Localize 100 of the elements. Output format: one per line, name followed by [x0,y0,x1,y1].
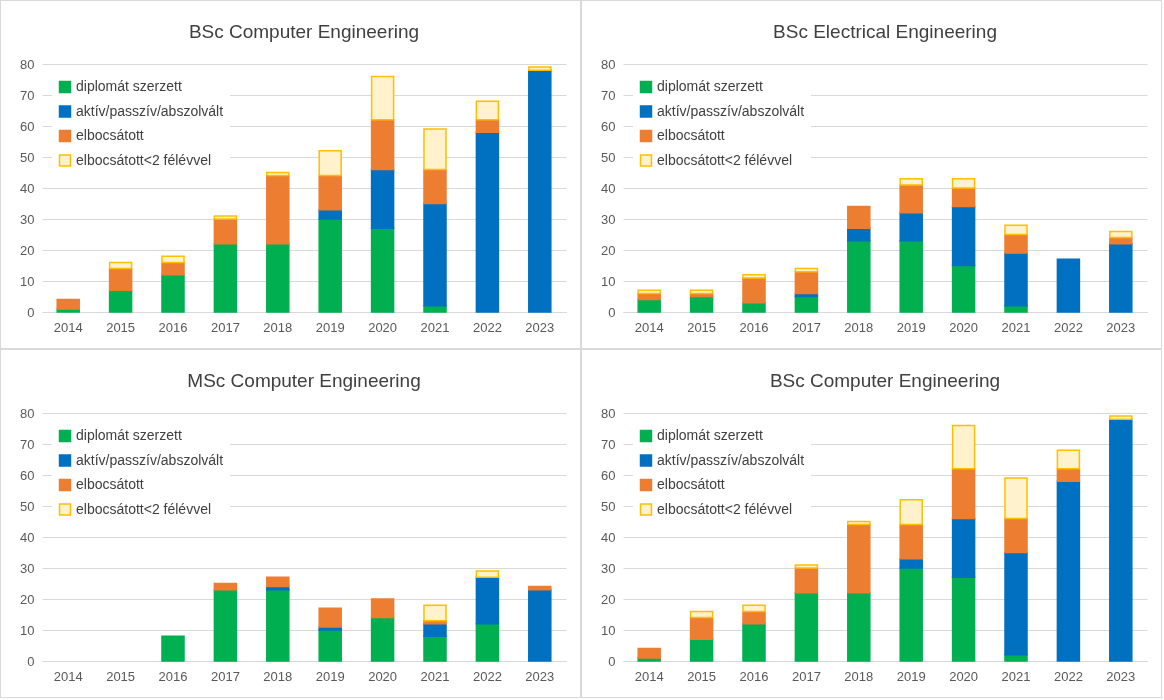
bar [1004,252,1028,307]
bar [370,168,395,230]
bar [951,576,976,662]
x-tick-label: 2018 [844,319,874,335]
legend-label: aktív/passzív/abszolvált [657,102,805,119]
x-tick-label: 2022 [472,319,502,335]
bar [847,520,871,526]
bar [423,619,447,625]
x-tick-label: 2014 [634,668,664,684]
bar [161,274,185,313]
bar [213,243,238,313]
x-tick-label: 2020 [949,668,979,684]
y-tick-label: 70 [601,87,616,103]
y-tick-label: 50 [20,498,35,514]
y-tick-label: 50 [601,498,616,514]
y-tick-label: 80 [601,405,616,421]
x-tick-label: 2017 [210,668,240,684]
y-tick-label: 80 [601,56,616,72]
bar [1004,551,1028,656]
bar [475,576,500,625]
bar [266,588,290,662]
bar [266,243,290,313]
y-tick-label: 70 [20,87,35,103]
x-tick-label: 2023 [525,668,555,684]
bar [528,66,552,71]
y-tick-label: 0 [608,653,616,669]
y-tick-label: 70 [601,436,616,452]
y-tick-label: 0 [27,653,35,669]
bar [1109,243,1133,313]
bar [370,598,395,619]
bar [475,131,500,313]
bar [794,567,819,594]
x-tick-label: 2014 [53,319,83,335]
x-tick-label: 2015 [687,319,717,335]
bar [370,119,395,171]
bar [318,607,342,628]
chart-title: BSc Computer Engineering [769,370,1001,391]
y-tick-label: 0 [27,304,35,320]
y-tick-label: 80 [20,56,35,72]
bar [1004,224,1028,236]
bar [1056,480,1081,662]
x-tick-label: 2021 [1001,319,1031,335]
x-tick-label: 2014 [53,668,83,684]
y-tick-label: 70 [20,436,35,452]
y-tick-label: 20 [20,591,35,607]
legend-label: aktív/passzív/abszolvált [76,451,224,468]
bar [899,177,923,186]
x-tick-label: 2017 [210,319,240,335]
bar [213,582,238,591]
y-tick-label: 60 [601,467,616,483]
bar [637,298,661,313]
x-tick-label: 2018 [844,668,874,684]
bar [318,174,342,211]
bar [108,261,133,270]
bar [689,638,714,662]
legend-label: elbocsátott [657,476,725,492]
bar [951,517,976,579]
bar [637,647,661,659]
y-tick-label: 20 [601,591,616,607]
x-tick-label: 2018 [263,319,293,335]
x-tick-label: 2019 [315,319,345,335]
bar [742,604,766,613]
y-tick-label: 40 [601,529,616,545]
legend-label: elbocsátott [657,127,725,143]
y-tick-label: 30 [601,560,616,576]
x-tick-label: 2023 [1106,668,1136,684]
bar [1109,415,1133,420]
bar [899,557,923,569]
bar [899,212,923,242]
y-tick-label: 10 [601,622,616,638]
x-tick-label: 2015 [106,668,136,684]
legend-label: aktív/passzív/abszolvált [76,102,224,119]
bar [742,277,766,304]
x-tick-label: 2018 [263,668,293,684]
y-tick-label: 40 [20,529,35,545]
bar [794,564,819,569]
bar [951,264,976,313]
bar [423,604,447,622]
bar [847,523,871,594]
legend-label: diplomát szerzett [76,427,182,443]
bar [689,295,714,313]
x-tick-label: 2017 [791,319,821,335]
bar [1109,236,1133,245]
bar [1004,477,1028,520]
y-tick-label: 10 [20,273,35,289]
x-tick-label: 2022 [1053,319,1083,335]
y-tick-label: 0 [608,304,616,320]
y-tick-label: 60 [20,118,35,134]
x-tick-label: 2021 [420,668,450,684]
bar [318,218,342,313]
x-tick-label: 2016 [158,668,188,684]
x-tick-label: 2023 [525,319,555,335]
legend-label: diplomát szerzett [657,78,763,94]
bar [423,635,447,662]
x-tick-label: 2021 [420,319,450,335]
y-tick-label: 10 [601,273,616,289]
bar [899,499,923,526]
x-tick-label: 2020 [949,319,979,335]
y-tick-label: 30 [20,560,35,576]
bar [637,289,661,295]
